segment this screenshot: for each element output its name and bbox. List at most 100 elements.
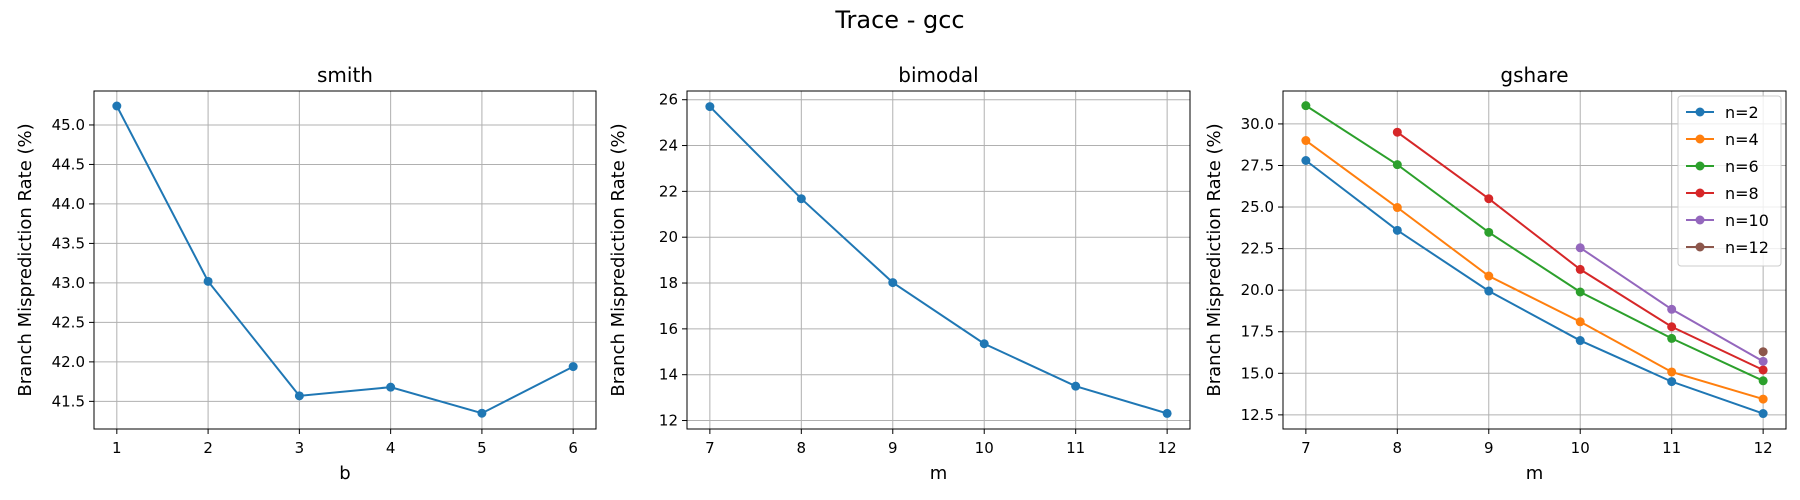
- series-n=2-point: [1301, 155, 1311, 165]
- legend-label: n=12: [1725, 238, 1769, 257]
- series-n=6-point: [1575, 287, 1585, 297]
- series-n=4-point: [1392, 203, 1402, 213]
- x-tick-label: 11: [1662, 439, 1681, 457]
- legend: n=2 n=4 n=6 n=8 n=10 n=12: [1677, 95, 1782, 267]
- axes-frame: [93, 90, 597, 430]
- x-axis-label: m: [1526, 463, 1544, 484]
- y-tick-label: 41.5: [52, 392, 85, 410]
- series-line-0-line: [115, 105, 574, 415]
- legend-marker: [1695, 134, 1705, 144]
- series-n=6-point: [1758, 376, 1768, 386]
- y-tick-label: 44.5: [52, 155, 85, 173]
- y-tick-label: 24: [659, 137, 678, 155]
- legend-marker: [1695, 188, 1705, 198]
- series-n=4-point: [1301, 136, 1311, 146]
- y-tick-label: 18: [659, 274, 678, 292]
- series-n=4-line: [1305, 139, 1764, 401]
- series-n=8-point: [1667, 322, 1677, 332]
- series-n=8-point: [1392, 127, 1402, 137]
- series-line-0-point: [477, 408, 487, 418]
- series-n=8-point: [1758, 365, 1768, 375]
- x-tick-label: 5: [477, 439, 487, 457]
- subplot-bimodal: 7 8 9 10 11 12 12 14 16 18 20 22 24 26 bimodal m Branch …: [608, 63, 1191, 484]
- legend-label: n=8: [1725, 184, 1759, 203]
- subplot-title: smith: [317, 63, 373, 87]
- series-n=6-point: [1301, 101, 1311, 111]
- y-tick-label: 43.0: [52, 274, 85, 292]
- y-tick-label: 26: [659, 91, 678, 109]
- x-tick-label: 2: [203, 439, 213, 457]
- y-axis-label: Branch Misprediction Rate (%): [608, 123, 629, 396]
- series-line-0-point: [1162, 408, 1172, 418]
- series-n=8-point: [1575, 264, 1585, 274]
- series-n=4-point: [1484, 271, 1494, 281]
- y-tick-label: 14: [659, 366, 678, 384]
- y-tick-label: 45.0: [52, 116, 85, 134]
- series-n=6-point: [1667, 333, 1677, 343]
- x-tick-label: 8: [797, 439, 807, 457]
- subplot-title: bimodal: [898, 63, 978, 87]
- series-n=4-point: [1758, 394, 1768, 404]
- x-axis-label: b: [339, 463, 350, 484]
- series-n=2-point: [1575, 336, 1585, 346]
- subplots: 1 2 3 4 5 641.542.042.543.043.544.044.545.0sm…: [15, 63, 1787, 484]
- axes-frame: [686, 90, 1191, 430]
- series-n=2-point: [1392, 225, 1402, 235]
- x-tick-label: 12: [1754, 439, 1773, 457]
- legend-marker: [1695, 215, 1705, 225]
- series-n=10-point: [1758, 356, 1768, 366]
- legend-label: n=2: [1725, 103, 1759, 122]
- y-tick-label: 42.5: [52, 313, 85, 331]
- series-line-0-point: [112, 101, 122, 111]
- y-tick-label: 25.0: [1241, 198, 1274, 216]
- series-n=12-point: [1758, 347, 1768, 357]
- series-n=8-point: [1484, 194, 1494, 204]
- legend-marker: [1695, 107, 1705, 117]
- y-tick-label: 20.0: [1241, 281, 1274, 299]
- series-line-0-point: [568, 362, 578, 372]
- y-tick-label: 30.0: [1241, 115, 1274, 133]
- x-tick-label: 11: [1066, 439, 1085, 457]
- series-line-0-line: [709, 105, 1168, 415]
- series-line-0-point: [1071, 381, 1081, 391]
- y-tick-label: 43.5: [52, 234, 85, 252]
- x-tick-label: 9: [1484, 439, 1494, 457]
- y-tick-label: 42.0: [52, 353, 85, 371]
- y-tick-label: 44.0: [52, 195, 85, 213]
- subplot-gshare: 7 8 9 10 11 12 12.5 15.0 17.5 20.0 22.5 25.0 27.5 30.…: [1204, 63, 1787, 484]
- y-tick-label: 27.5: [1241, 156, 1274, 174]
- series-n=6-line: [1305, 104, 1764, 382]
- y-tick-label: 22: [659, 182, 678, 200]
- y-tick-label: 17.5: [1241, 323, 1274, 341]
- x-axis-label: m: [930, 463, 948, 484]
- x-tick-label: 7: [1301, 439, 1311, 457]
- series-n=10-point: [1667, 304, 1677, 314]
- y-tick-label: 16: [659, 320, 678, 338]
- series-line-0-point: [705, 102, 715, 112]
- x-tick-label: 10: [1571, 439, 1590, 457]
- legend-marker: [1695, 161, 1705, 171]
- legend-marker: [1695, 242, 1705, 252]
- subplot-smith: 1 2 3 4 5 6 41.5 42.0 42.5 43.0 43.5 44.0 44.5 45.0 sm…: [15, 63, 597, 484]
- y-axis-label: Branch Misprediction Rate (%): [1204, 123, 1225, 396]
- series-n=2-point: [1667, 377, 1677, 387]
- y-tick-label: 15.0: [1241, 364, 1274, 382]
- y-tick-label: 12: [659, 412, 678, 430]
- series-n=6-point: [1392, 160, 1402, 170]
- subplot-title: gshare: [1500, 63, 1568, 87]
- x-tick-label: 6: [568, 439, 578, 457]
- legend-label: n=4: [1725, 130, 1759, 149]
- x-tick-label: 7: [705, 439, 715, 457]
- x-tick-label: 1: [112, 439, 122, 457]
- series-line-0-point: [294, 391, 304, 401]
- legend-label: n=10: [1725, 211, 1769, 230]
- series-line-0-point: [203, 276, 213, 286]
- y-tick-label: 20: [659, 228, 678, 246]
- x-tick-label: 8: [1393, 439, 1403, 457]
- series-line-0-point: [979, 339, 989, 349]
- series-n=4-point: [1575, 317, 1585, 327]
- axes-frame: [1282, 90, 1787, 430]
- series-n=4-point: [1667, 367, 1677, 377]
- series-line-0-point: [888, 278, 898, 288]
